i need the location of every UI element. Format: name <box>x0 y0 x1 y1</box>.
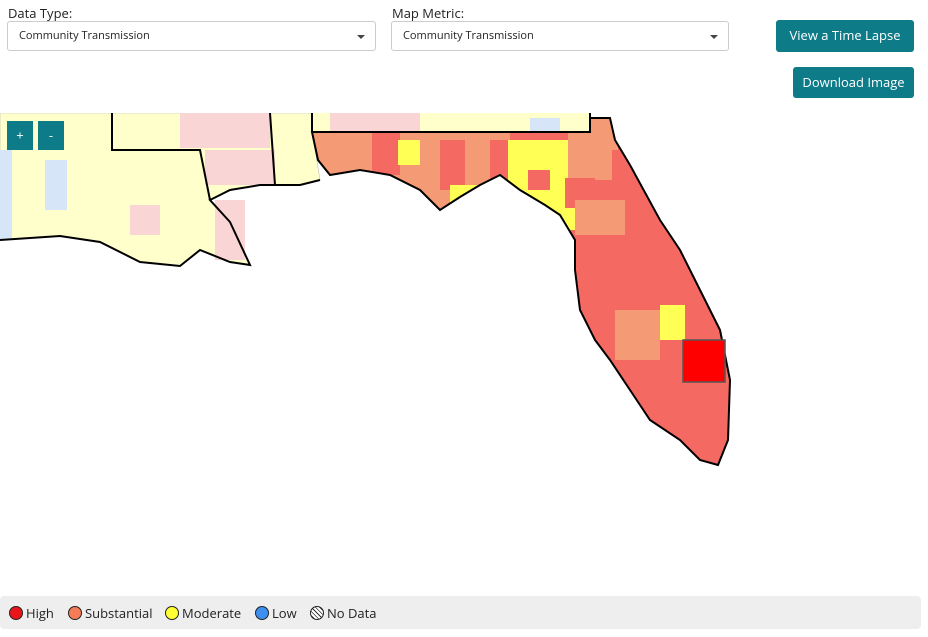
swatch <box>9 606 23 620</box>
swatch <box>165 606 179 620</box>
legend-item: No Data <box>310 604 377 622</box>
legend-label: High <box>26 604 54 622</box>
data-type-value: Community Transmission <box>19 28 150 43</box>
zoom-in-button[interactable]: + <box>7 121 33 150</box>
time-lapse-button[interactable]: View a Time Lapse <box>776 20 914 52</box>
data-type-label: Data Type: <box>8 4 73 22</box>
zoom-out-button[interactable]: - <box>38 121 64 150</box>
county-high <box>682 339 726 383</box>
legend-label: Low <box>272 604 297 622</box>
caret <box>357 35 365 39</box>
legend-item: Moderate <box>165 604 241 622</box>
state-borders <box>0 113 591 268</box>
swatch <box>68 606 82 620</box>
florida-outline <box>310 117 732 467</box>
legend-label: No Data <box>327 604 377 622</box>
legend-item: Low <box>255 604 297 622</box>
swatch <box>255 606 269 620</box>
download-button[interactable]: Download Image <box>793 67 914 98</box>
map-metric-label: Map Metric: <box>392 4 465 22</box>
map-metric-select[interactable]: Community Transmission <box>391 21 729 51</box>
florida-counties <box>312 118 730 465</box>
legend-item: High <box>9 604 54 622</box>
map-metric-value: Community Transmission <box>403 28 534 43</box>
neighbor-states <box>0 113 590 267</box>
legend: High Substantial Moderate Low No Data <box>0 596 921 629</box>
caret <box>710 35 718 39</box>
data-type-select[interactable]: Community Transmission <box>7 21 376 51</box>
legend-label: Substantial <box>85 604 153 622</box>
map[interactable] <box>0 113 928 473</box>
swatch <box>310 606 324 620</box>
legend-item: Substantial <box>68 604 153 622</box>
legend-label: Moderate <box>182 604 242 622</box>
